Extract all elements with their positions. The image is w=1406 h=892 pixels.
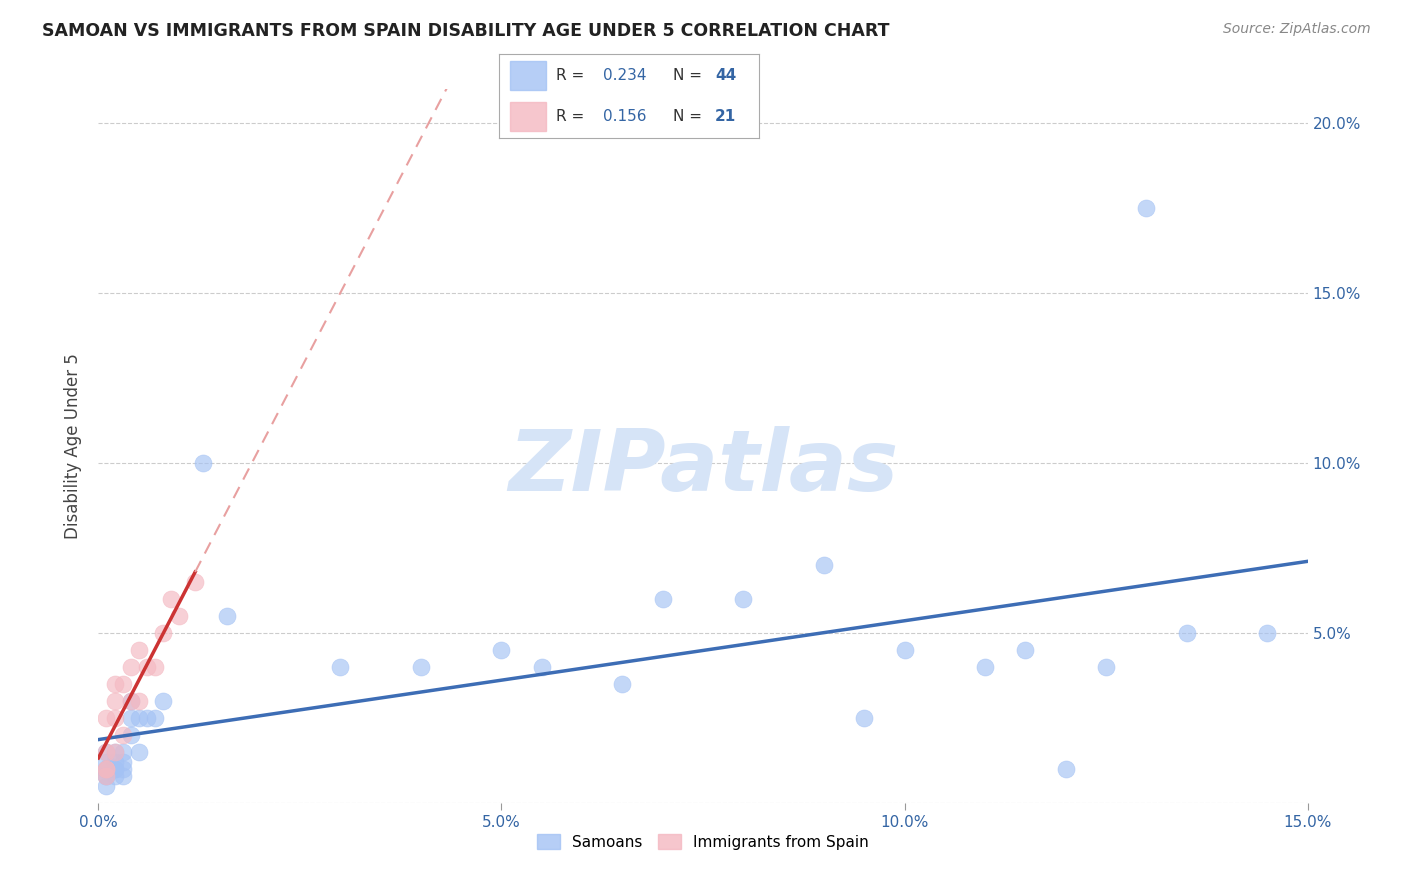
Point — [1014, 643, 1036, 657]
Point — [152, 626, 174, 640]
Point — [853, 711, 876, 725]
Point — [1135, 201, 1157, 215]
Point — [111, 762, 134, 776]
Point — [103, 762, 125, 776]
Point — [152, 694, 174, 708]
Text: R =: R = — [557, 109, 585, 124]
Point — [143, 660, 166, 674]
Bar — [509, 102, 546, 130]
Point — [128, 694, 150, 708]
Text: 0.234: 0.234 — [603, 68, 647, 83]
Point — [103, 711, 125, 725]
Text: R =: R = — [557, 68, 585, 83]
Point — [96, 779, 118, 793]
Point — [120, 694, 142, 708]
Point — [96, 762, 118, 776]
Point — [135, 660, 157, 674]
Text: 0.156: 0.156 — [603, 109, 647, 124]
Point — [103, 769, 125, 783]
Point — [491, 643, 513, 657]
Point — [167, 608, 190, 623]
Point — [128, 745, 150, 759]
Point — [103, 694, 125, 708]
Point — [111, 677, 134, 691]
Legend: Samoans, Immigrants from Spain: Samoans, Immigrants from Spain — [531, 828, 875, 855]
Point — [128, 711, 150, 725]
Point — [96, 755, 118, 769]
Point — [111, 728, 134, 742]
Point — [96, 711, 118, 725]
Point — [120, 728, 142, 742]
Point — [893, 643, 915, 657]
Text: N =: N = — [673, 109, 703, 124]
Point — [96, 745, 118, 759]
Point — [329, 660, 352, 674]
Point — [96, 769, 118, 783]
Point — [612, 677, 634, 691]
Point — [103, 745, 125, 759]
Point — [409, 660, 432, 674]
Y-axis label: Disability Age Under 5: Disability Age Under 5 — [65, 353, 83, 539]
Point — [96, 769, 118, 783]
Bar — [509, 62, 546, 90]
Point — [103, 745, 125, 759]
Point — [813, 558, 835, 572]
Point — [184, 574, 207, 589]
Point — [96, 762, 118, 776]
Point — [120, 660, 142, 674]
Point — [651, 591, 673, 606]
Point — [1095, 660, 1118, 674]
Point — [733, 591, 755, 606]
Point — [135, 711, 157, 725]
Text: 21: 21 — [716, 109, 737, 124]
Point — [111, 769, 134, 783]
Point — [103, 677, 125, 691]
Text: Source: ZipAtlas.com: Source: ZipAtlas.com — [1223, 22, 1371, 37]
Point — [1256, 626, 1278, 640]
Point — [96, 769, 118, 783]
Point — [143, 711, 166, 725]
Point — [96, 745, 118, 759]
Point — [96, 762, 118, 776]
Point — [193, 456, 215, 470]
Point — [120, 694, 142, 708]
Text: SAMOAN VS IMMIGRANTS FROM SPAIN DISABILITY AGE UNDER 5 CORRELATION CHART: SAMOAN VS IMMIGRANTS FROM SPAIN DISABILI… — [42, 22, 890, 40]
Point — [217, 608, 239, 623]
Point — [96, 762, 118, 776]
Point — [530, 660, 553, 674]
Point — [120, 711, 142, 725]
Point — [1175, 626, 1198, 640]
Text: N =: N = — [673, 68, 703, 83]
Point — [103, 762, 125, 776]
Point — [96, 762, 118, 776]
Point — [111, 745, 134, 759]
Text: 44: 44 — [716, 68, 737, 83]
Text: ZIPatlas: ZIPatlas — [508, 425, 898, 509]
Point — [974, 660, 997, 674]
Point — [103, 755, 125, 769]
Point — [160, 591, 183, 606]
Point — [128, 643, 150, 657]
Point — [111, 755, 134, 769]
Point — [1054, 762, 1077, 776]
